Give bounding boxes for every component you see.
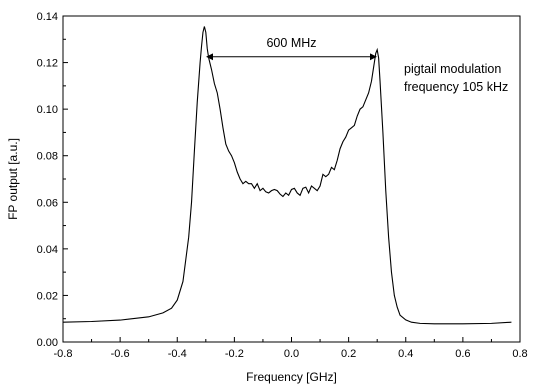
x-tick-label: -0.6 [111, 348, 130, 360]
y-tick-label: 0.00 [37, 337, 58, 349]
y-tick-label: 0.08 [37, 151, 58, 163]
y-axis-label: FP output [a.u.] [6, 138, 20, 220]
y-tick-label: 0.10 [37, 104, 58, 116]
annotation-line-2: frequency 105 kHz [404, 80, 508, 94]
fp-output-line [62, 26, 512, 325]
x-tick-label: 0.8 [512, 348, 527, 360]
x-axis-label: Frequency [GHz] [246, 370, 337, 384]
x-tick-label: 0.2 [341, 348, 356, 360]
x-tick-label: 0.4 [398, 348, 413, 360]
y-tick-label: 0.04 [37, 244, 58, 256]
x-tick-label: 0.0 [284, 348, 299, 360]
x-tick-label: -0.2 [225, 348, 244, 360]
x-axis-ticks: -0.8 -0.6 -0.4 -0.2 0.0 0.2 0.4 0.6 0.8 [54, 337, 528, 360]
annotation-line-1: pigtail modulation [404, 62, 501, 76]
x-tick-label: -0.8 [54, 348, 73, 360]
x-tick-label: -0.4 [168, 348, 187, 360]
y-tick-label: 0.06 [37, 197, 58, 209]
y-tick-label: 0.14 [37, 11, 58, 23]
y-axis-ticks: 0.00 0.02 0.04 0.06 0.08 0.10 0.12 0.14 [37, 11, 68, 349]
y-tick-label: 0.12 [37, 58, 58, 70]
y-tick-label: 0.02 [37, 290, 58, 302]
arrow-label: 600 MHz [266, 36, 316, 50]
x-tick-label: 0.6 [455, 348, 470, 360]
